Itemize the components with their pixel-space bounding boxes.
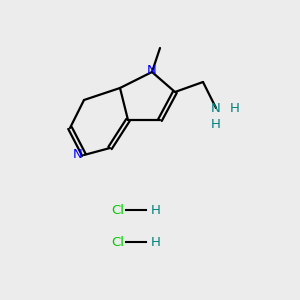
Text: N: N (72, 148, 82, 161)
Text: H: H (151, 236, 161, 248)
Text: H: H (230, 101, 240, 115)
Text: H: H (151, 203, 161, 217)
Text: Cl: Cl (112, 203, 124, 217)
Text: N: N (211, 101, 221, 115)
Text: Cl: Cl (112, 236, 124, 248)
Text: N: N (147, 64, 157, 77)
Text: H: H (211, 118, 221, 130)
